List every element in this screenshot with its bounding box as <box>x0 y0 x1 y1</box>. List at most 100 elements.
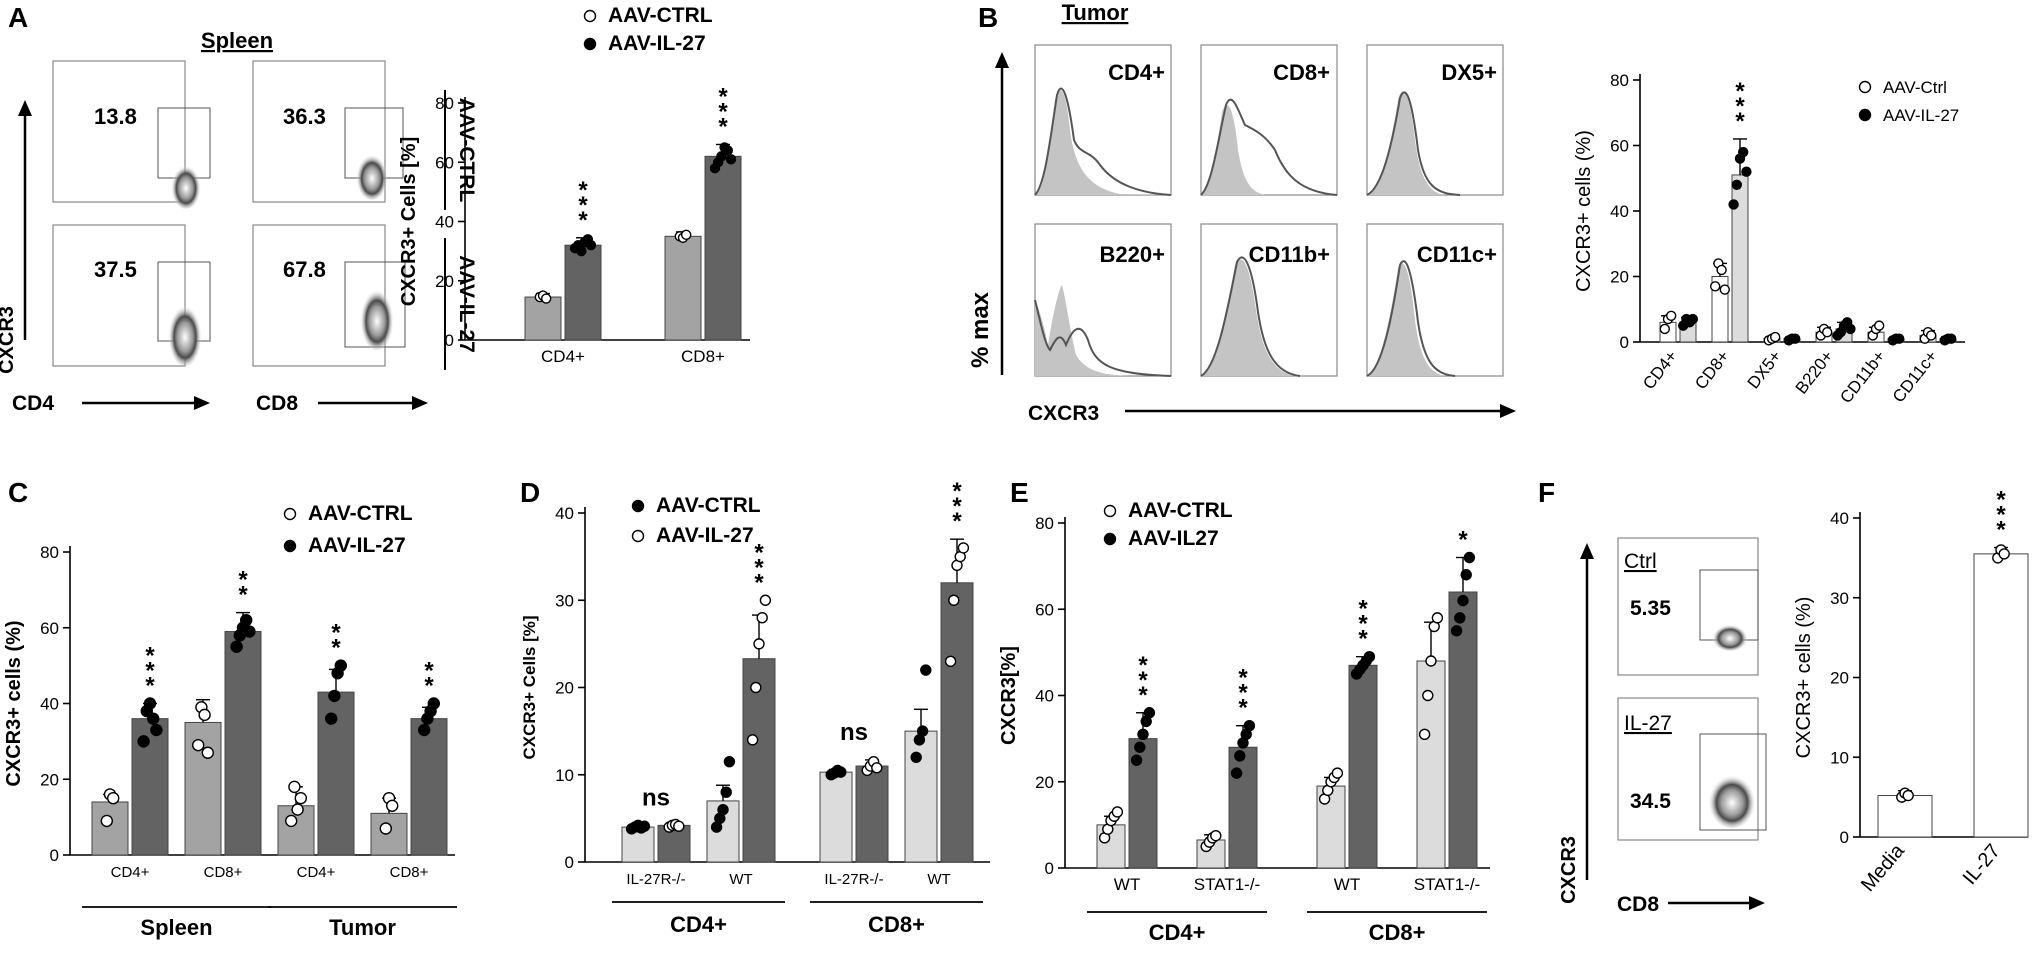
y-tick-label: 30 <box>1830 589 1849 608</box>
y-tick-label: 10 <box>1830 748 1849 767</box>
data-point <box>285 814 298 828</box>
data-point <box>291 803 304 816</box>
significance-mark: * <box>952 508 962 535</box>
data-point <box>230 640 243 653</box>
data-point <box>920 664 932 676</box>
bar <box>621 826 655 863</box>
legend-marker <box>283 507 297 521</box>
flow-a-plot-2: 36.3 <box>252 60 404 203</box>
hist-panel-4: B220+ <box>1034 223 1172 377</box>
hist-label-6: CD11c+ <box>1417 242 1497 267</box>
bar <box>664 235 702 341</box>
data-point <box>1945 333 1957 344</box>
significance-mark: * <box>754 554 764 581</box>
panel-letter-a: A <box>8 2 28 33</box>
data-point <box>1457 594 1469 607</box>
data-point <box>1137 728 1149 741</box>
significance-mark: * <box>145 643 155 670</box>
flow-f-contour-1 <box>1712 623 1748 651</box>
hist-label-3: DX5+ <box>1441 60 1497 85</box>
hist-panel-6: CD11c+ <box>1366 223 1504 377</box>
flow-a-row-label-2: AAV-IL-27 <box>455 255 478 353</box>
legend-marker <box>1858 108 1872 122</box>
legend-marker <box>631 529 645 543</box>
significance-mark: * <box>424 673 434 700</box>
hist-panel-5: CD11b+ <box>1200 223 1338 377</box>
data-point <box>1134 741 1146 753</box>
data-point <box>1363 650 1376 663</box>
data-point <box>150 723 163 737</box>
flow-a-ylabel: CXCR3 <box>0 306 18 374</box>
hist-panel-2: CD8+ <box>1200 44 1338 196</box>
hist-b-x-arrowhead <box>1500 404 1516 418</box>
y-tick-label: 60 <box>40 619 59 638</box>
data-point <box>325 712 338 725</box>
data-point <box>1687 313 1699 325</box>
flow-a-frame-2 <box>252 60 386 203</box>
y-tick-label: 80 <box>1610 71 1629 90</box>
y-tick-label: 40 <box>40 695 59 714</box>
y-tick-label: 80 <box>1035 514 1054 533</box>
significance-mark: * <box>754 569 764 596</box>
significance-mark: * <box>1996 517 2006 544</box>
flow-f-contour-2 <box>1708 772 1756 828</box>
group-label: Spleen <box>140 915 212 940</box>
legend-marker <box>1858 80 1872 94</box>
data-point <box>910 751 922 763</box>
flow-a-xlabel-1: CD4 <box>12 392 54 415</box>
data-point <box>1454 612 1466 624</box>
legend-marker <box>583 37 597 51</box>
significance-mark: * <box>578 192 588 219</box>
bar <box>564 244 602 341</box>
significance-mark: * <box>1458 527 1468 554</box>
data-point <box>720 786 732 798</box>
bar <box>704 155 742 341</box>
significance-mark: * <box>1358 626 1368 653</box>
bar <box>1228 746 1258 869</box>
flow-a-x-arrowhead-2 <box>412 396 428 410</box>
significance-mark: * <box>1358 596 1368 623</box>
panel-letter-e: E <box>1010 477 1029 508</box>
significance-mark: * <box>1735 108 1745 135</box>
data-point <box>1431 612 1444 624</box>
data-point <box>722 145 733 156</box>
data-point <box>100 814 114 828</box>
y-tick-label: 0 <box>50 846 59 865</box>
y-tick-label: 0 <box>445 331 454 350</box>
hist-line-6 <box>1366 260 1456 377</box>
data-point <box>1659 323 1671 335</box>
significance-mark: * <box>331 620 341 647</box>
data-point <box>871 762 883 774</box>
bar <box>524 296 562 341</box>
significance-mark: * <box>718 83 728 110</box>
data-point <box>1769 331 1781 343</box>
significance-mark: * <box>145 673 155 700</box>
data-point <box>334 659 347 672</box>
flow-a-value-4: 67.8 <box>283 257 326 282</box>
flow-f-plot-1: Ctrl 5.35 <box>1617 537 1759 676</box>
flow-f-label-1: Ctrl <box>1624 550 1657 573</box>
flow-f-gate-2 <box>1699 733 1767 831</box>
bar <box>224 631 262 856</box>
data-point <box>191 738 205 752</box>
legend-label: AAV-Ctrl <box>1883 78 1947 97</box>
data-point <box>146 712 160 725</box>
category-label: CD4+ <box>111 864 150 881</box>
data-point <box>379 822 392 835</box>
y-tick-label: 30 <box>555 591 574 610</box>
significance-mark: * <box>1138 667 1148 694</box>
data-point <box>638 820 651 832</box>
data-point <box>1243 719 1256 732</box>
hist-label-1: CD4+ <box>1108 60 1165 85</box>
data-point <box>944 655 957 668</box>
group-label: CD8+ <box>1369 920 1426 945</box>
bar <box>1448 591 1478 869</box>
data-point <box>386 799 399 812</box>
flow-a-frame-1 <box>52 60 186 203</box>
flow-f-value-2: 34.5 <box>1630 790 1671 813</box>
hist-line-1 <box>1034 87 1172 196</box>
data-point <box>957 542 970 554</box>
data-point <box>576 245 587 257</box>
y-tick-label: 40 <box>435 213 454 232</box>
